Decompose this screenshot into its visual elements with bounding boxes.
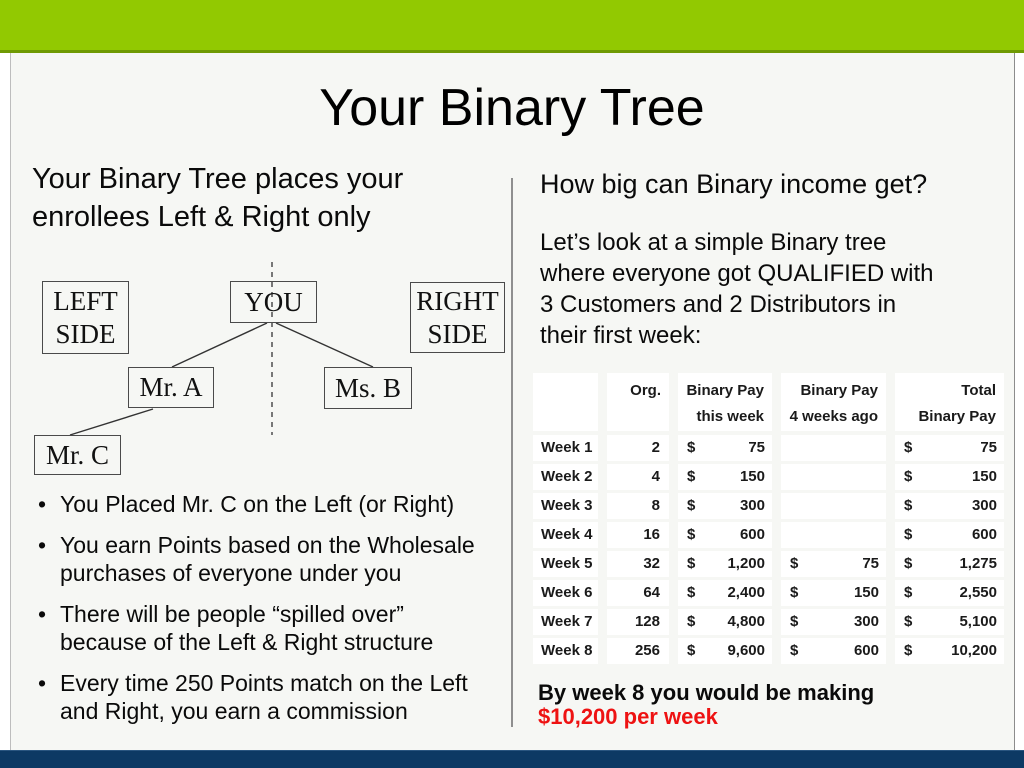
header-cell-org: Org. — [607, 373, 669, 431]
total-pay-cell: $1,275 — [895, 551, 1004, 577]
right-column-heading: How big can Binary income get? — [540, 169, 928, 199]
table-row: Week 8 256 $9,600 $600 $10,200 — [533, 638, 1005, 664]
week-cell: Week 1 — [533, 435, 598, 461]
week-cell: Week 8 — [533, 638, 598, 664]
header-bar — [0, 0, 1024, 50]
conclusion-line-1: By week 8 you would be making — [538, 680, 875, 705]
bullet-marker: • — [38, 491, 47, 517]
bullet-item: • Every time 250 Points match on the Lef… — [30, 669, 502, 725]
org-cell: 256 — [607, 638, 669, 664]
tree-connector-lines — [69, 262, 374, 436]
pay-4-weeks-ago-cell — [781, 464, 886, 490]
diagram-box-mr-c: Mr. C — [34, 435, 121, 475]
pay-4-weeks-ago-cell — [781, 493, 886, 519]
total-pay-cell: $2,550 — [895, 580, 1004, 606]
week-cell: Week 7 — [533, 609, 598, 635]
header-cell-total: Total Binary Pay — [895, 373, 1004, 431]
total-pay-cell: $10,200 — [895, 638, 1004, 664]
table-header-row: Org. Binary Pay this week Binary Pay 4 w… — [533, 373, 1005, 431]
org-cell: 128 — [607, 609, 669, 635]
table-row: Week 7 128 $4,800 $300 $5,100 — [533, 609, 1005, 635]
header-cell-pay-this-week: Binary Pay this week — [678, 373, 772, 431]
org-cell: 2 — [607, 435, 669, 461]
org-cell: 16 — [607, 522, 669, 548]
total-pay-cell: $75 — [895, 435, 1004, 461]
bullet-marker: • — [38, 532, 47, 558]
header-cell-pay-4-weeks-ago: Binary Pay 4 weeks ago — [781, 373, 886, 431]
diagram-box-right-side: RIGHT SIDE — [410, 282, 505, 353]
pay-this-week-cell: $75 — [678, 435, 772, 461]
bullet-list: • You Placed Mr. C on the Left (or Right… — [30, 490, 502, 738]
conclusion: By week 8 you would be making $10,200 pe… — [538, 681, 998, 729]
org-cell: 32 — [607, 551, 669, 577]
total-pay-cell: $300 — [895, 493, 1004, 519]
table-row: Week 5 32 $1,200 $75 $1,275 — [533, 551, 1005, 577]
week-cell: Week 4 — [533, 522, 598, 548]
diagram-box-left-side: LEFT SIDE — [42, 281, 129, 354]
week-cell: Week 2 — [533, 464, 598, 490]
pay-4-weeks-ago-cell — [781, 435, 886, 461]
intro-text: Let’s look at a simple Binary tree where… — [540, 229, 934, 349]
week-cell: Week 3 — [533, 493, 598, 519]
left-column-heading: Your Binary Tree places your enrollees L… — [32, 163, 404, 233]
pay-this-week-cell: $600 — [678, 522, 772, 548]
diagram-box-ms-b: Ms. B — [324, 367, 412, 409]
bullet-item: • You earn Points based on the Wholesale… — [30, 531, 502, 587]
table-row: Week 1 2 $75 $75 — [533, 435, 1005, 461]
table-row: Week 4 16 $600 $600 — [533, 522, 1005, 548]
pay-this-week-cell: $150 — [678, 464, 772, 490]
bullet-text: Every time 250 Points match on the Left … — [60, 670, 468, 724]
table-row: Week 6 64 $2,400 $150 $2,550 — [533, 580, 1005, 606]
diagram-box-you: YOU — [230, 281, 317, 323]
org-cell: 8 — [607, 493, 669, 519]
bullet-text: You earn Points based on the Wholesale p… — [60, 532, 475, 586]
bullet-marker: • — [38, 601, 47, 627]
column-divider — [511, 178, 513, 727]
pay-this-week-cell: $4,800 — [678, 609, 772, 635]
total-pay-cell: $5,100 — [895, 609, 1004, 635]
income-table: Org. Binary Pay this week Binary Pay 4 w… — [533, 373, 1005, 667]
bullet-item: • You Placed Mr. C on the Left (or Right… — [30, 490, 502, 518]
pay-4-weeks-ago-cell — [781, 522, 886, 548]
week-cell: Week 6 — [533, 580, 598, 606]
pay-4-weeks-ago-cell: $150 — [781, 580, 886, 606]
pay-4-weeks-ago-cell: $300 — [781, 609, 886, 635]
pay-this-week-cell: $1,200 — [678, 551, 772, 577]
header-bar-accent-line — [0, 50, 1024, 53]
bullet-text: There will be people “spilled over” beca… — [60, 601, 434, 655]
pay-this-week-cell: $300 — [678, 493, 772, 519]
pay-this-week-cell: $9,600 — [678, 638, 772, 664]
bullet-item: • There will be people “spilled over” be… — [30, 600, 502, 656]
table-row: Week 3 8 $300 $300 — [533, 493, 1005, 519]
pay-4-weeks-ago-cell: $600 — [781, 638, 886, 664]
org-cell: 4 — [607, 464, 669, 490]
diagram-box-mr-a: Mr. A — [128, 367, 214, 408]
conclusion-line-2: $10,200 per week — [538, 704, 718, 729]
page-title: Your Binary Tree — [319, 79, 705, 137]
bullet-text: You Placed Mr. C on the Left (or Right) — [60, 491, 455, 517]
footer-bar — [0, 750, 1024, 768]
total-pay-cell: $600 — [895, 522, 1004, 548]
org-cell: 64 — [607, 580, 669, 606]
total-pay-cell: $150 — [895, 464, 1004, 490]
week-cell: Week 5 — [533, 551, 598, 577]
bullet-marker: • — [38, 670, 47, 696]
pay-this-week-cell: $2,400 — [678, 580, 772, 606]
table-row: Week 2 4 $150 $150 — [533, 464, 1005, 490]
pay-4-weeks-ago-cell: $75 — [781, 551, 886, 577]
header-cell-week — [533, 373, 598, 431]
